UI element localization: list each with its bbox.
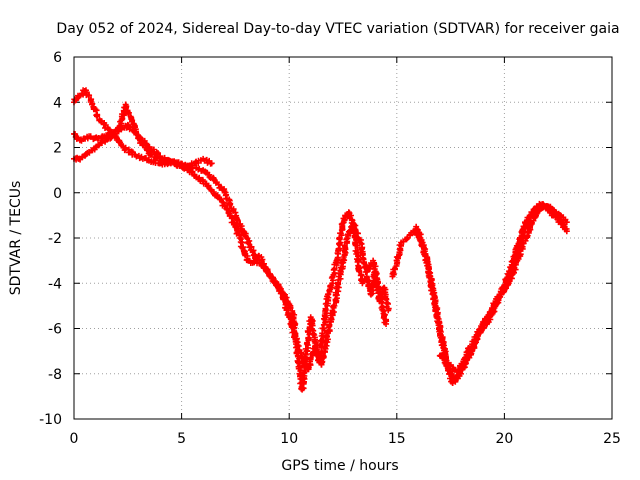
- grid-lines: [74, 57, 612, 419]
- interpolated-points: [292, 337, 305, 360]
- interpolated-points: [472, 327, 485, 345]
- interpolated-points: [357, 240, 370, 275]
- y-tick-label: 4: [53, 95, 62, 111]
- interpolated-points: [425, 269, 439, 308]
- y-tick-label: -10: [39, 412, 62, 428]
- interpolated-points: [85, 92, 96, 108]
- x-tick-label: 0: [70, 431, 79, 447]
- x-axis-label: GPS time / hours: [281, 458, 398, 474]
- y-tick-label: -2: [48, 231, 62, 247]
- y-tick-labels: -10 -8 -6 -4 -2 0 2 4 6: [39, 50, 62, 428]
- interpolated-points: [370, 259, 384, 293]
- interpolated-points: [222, 189, 237, 213]
- interpolated-points: [200, 180, 214, 193]
- data-points: [71, 87, 570, 393]
- interpolated-points: [246, 257, 254, 266]
- interpolated-points: [324, 303, 337, 335]
- y-tick-label: 6: [53, 50, 62, 66]
- interpolated-points: [351, 222, 364, 243]
- interpolated-points: [524, 215, 538, 241]
- interpolated-points: [287, 315, 299, 343]
- interpolated-points: [518, 225, 529, 244]
- interpolated-points: [82, 133, 91, 142]
- interpolated-points: [412, 226, 425, 246]
- interpolated-points: [432, 305, 446, 341]
- x-tick-labels: 0 5 10 15 20 25: [70, 431, 621, 447]
- x-tick-label: 25: [603, 431, 621, 447]
- y-tick-label: -8: [48, 367, 62, 383]
- series-sdtvar_trace_c: [71, 121, 215, 170]
- interpolated-points: [557, 212, 569, 224]
- data-point: [563, 228, 570, 235]
- interpolated-points: [393, 242, 404, 262]
- y-tick-label: -6: [48, 322, 62, 338]
- interpolated-points: [489, 295, 502, 317]
- interpolated-points: [480, 313, 494, 331]
- interpolated-points: [128, 148, 139, 158]
- x-tick-label: 5: [177, 431, 186, 447]
- data-point: [563, 219, 570, 226]
- interpolated-points: [238, 227, 253, 251]
- x-tick-label: 20: [495, 431, 513, 447]
- interpolated-points: [87, 133, 97, 143]
- y-tick-label: 2: [53, 141, 62, 157]
- interpolated-points: [266, 273, 278, 285]
- interpolated-points: [135, 152, 145, 162]
- interpolated-points: [337, 235, 351, 274]
- plot-frame: [73, 56, 613, 420]
- interpolated-points: [73, 134, 81, 142]
- interpolated-points: [247, 243, 261, 263]
- x-tick-label: 15: [388, 431, 406, 447]
- interpolated-points: [273, 281, 285, 297]
- chart-title: Day 052 of 2024, Sidereal Day-to-day VTE…: [56, 21, 619, 37]
- interpolated-points: [330, 270, 344, 309]
- interpolated-points: [210, 175, 228, 195]
- interpolated-points: [337, 213, 349, 237]
- interpolated-points: [318, 332, 331, 367]
- interpolated-points: [76, 154, 86, 163]
- interpolated-points: [151, 148, 161, 160]
- interpolated-points: [532, 203, 547, 220]
- data-point: [383, 320, 390, 327]
- interpolated-points: [86, 145, 98, 156]
- interpolated-points: [192, 157, 204, 166]
- interpolated-points: [325, 282, 335, 298]
- interpolated-points: [506, 258, 520, 285]
- series-sdtvar_trace_f: [436, 202, 570, 375]
- y-tick-label: 0: [53, 186, 62, 202]
- interpolated-points: [375, 289, 390, 326]
- interpolated-points: [237, 236, 247, 254]
- interpolated-points: [279, 292, 293, 319]
- series-sdtvar_trace_e: [412, 203, 568, 384]
- series-sdtvar_trace_b: [71, 87, 390, 373]
- y-axis-label: SDTVAR / TECUs: [8, 181, 24, 296]
- interpolated-points: [497, 281, 512, 298]
- y-tick-label: -4: [48, 276, 62, 292]
- interpolated-points: [334, 232, 345, 264]
- interpolated-points: [320, 293, 332, 332]
- interpolated-points: [418, 241, 432, 275]
- interpolated-points: [72, 131, 79, 140]
- data-point: [208, 160, 215, 167]
- x-tick-label: 10: [280, 431, 298, 447]
- data-point: [561, 223, 568, 230]
